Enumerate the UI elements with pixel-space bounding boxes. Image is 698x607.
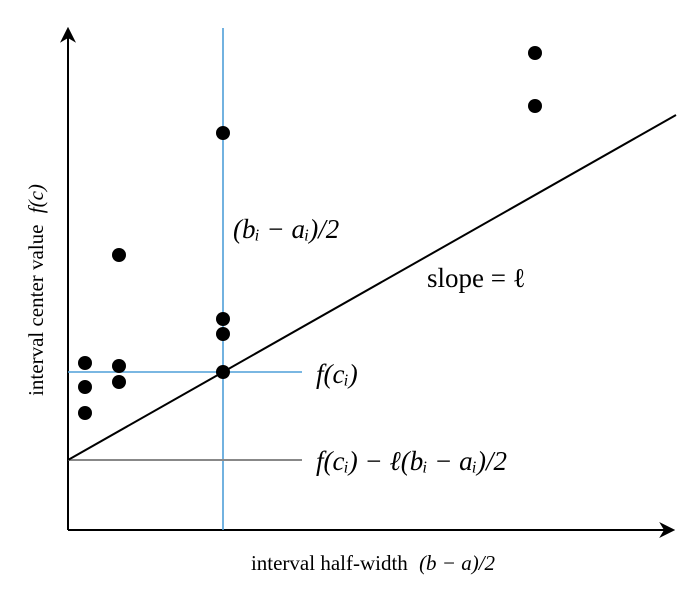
lower-bound-label: f(cᵢ) − ℓ(bᵢ − aᵢ)/2 <box>316 446 507 476</box>
data-point <box>112 359 126 373</box>
highlighted-point <box>216 365 230 379</box>
slope-line <box>67 114 677 461</box>
y-axis-label-math: f(c) <box>24 184 48 213</box>
slope-label: slope = ℓ <box>427 263 526 293</box>
data-point <box>112 248 126 262</box>
data-point <box>216 126 230 140</box>
data-point <box>216 327 230 341</box>
y-axis-label-prefix: interval center value <box>24 225 48 396</box>
data-points <box>78 46 542 420</box>
data-point <box>78 380 92 394</box>
x-axis-label-math: (b − a)/2 <box>419 551 495 575</box>
x-axis-label-prefix: interval half-width <box>251 551 408 575</box>
y-axis-label: interval center value f(c) <box>24 184 48 396</box>
f-ci-label: f(cᵢ) <box>316 359 358 389</box>
data-point <box>78 356 92 370</box>
data-point <box>528 99 542 113</box>
data-point <box>78 406 92 420</box>
data-point <box>528 46 542 60</box>
data-point <box>112 375 126 389</box>
x-axis-label: interval half-width (b − a)/2 <box>251 551 496 575</box>
half-width-label: (bᵢ − aᵢ)/2 <box>233 214 339 244</box>
data-point <box>216 312 230 326</box>
